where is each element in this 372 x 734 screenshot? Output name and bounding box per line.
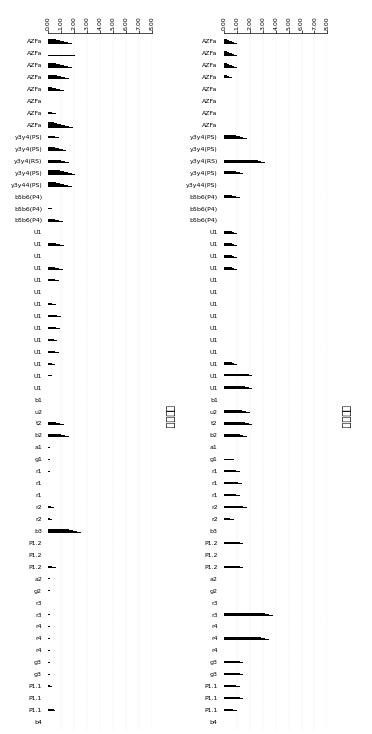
Text: 删除参考: 删除参考: [341, 404, 351, 429]
Text: 正常参考: 正常参考: [165, 404, 175, 429]
